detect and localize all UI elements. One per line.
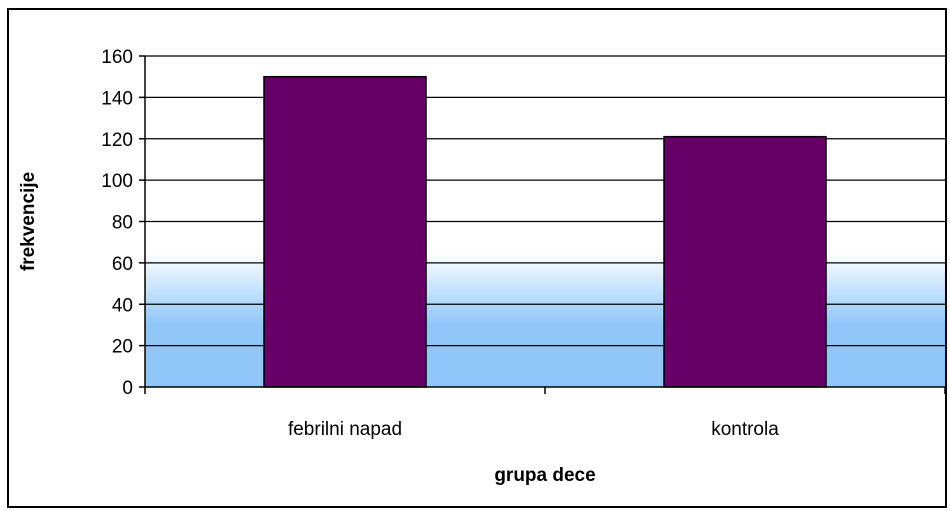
x-tick-label: kontrola — [711, 419, 779, 440]
x-axis-title: grupa dece — [494, 465, 595, 486]
y-tick-label: 60 — [112, 254, 133, 275]
y-tick-label: 160 — [101, 47, 133, 68]
axes — [139, 55, 946, 394]
y-tick-label: 100 — [101, 171, 133, 192]
y-tick-label: 0 — [122, 378, 133, 399]
y-tick-label: 20 — [112, 337, 133, 358]
x-tick-label: febrilni napad — [288, 419, 402, 440]
bar-febrilni-napad — [263, 75, 427, 388]
x-tick-labels: febrilni napad kontrola — [288, 419, 779, 440]
y-tick-labels: 0 20 40 60 80 100 120 140 160 — [101, 47, 133, 399]
y-tick-label: 140 — [101, 88, 133, 109]
bar-kontrola — [663, 135, 827, 388]
y-tick-label: 80 — [112, 213, 133, 234]
y-axis-title: frekvencije — [18, 172, 39, 271]
y-tick-label: 120 — [101, 130, 133, 151]
y-tick-label: 40 — [112, 295, 133, 316]
bars — [263, 75, 827, 388]
